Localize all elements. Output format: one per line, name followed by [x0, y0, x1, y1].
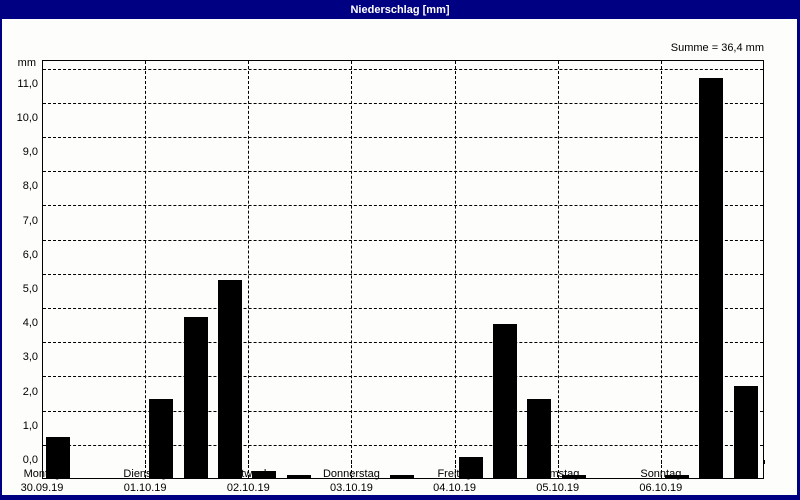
h-gridline [43, 410, 763, 412]
y-tick-label: 3,0 [22, 351, 38, 364]
precipitation-bar [664, 475, 689, 478]
h-gridline [43, 376, 763, 378]
precipitation-bar [46, 437, 70, 478]
h-gridline [43, 444, 763, 446]
weekday-label: Samstag [535, 468, 580, 480]
y-axis-unit-label: mm [17, 57, 36, 69]
h-gridline [43, 137, 763, 138]
x-tick [248, 460, 250, 464]
y-tick-label: 9,0 [22, 146, 38, 159]
date-label: 30.09.19 [20, 482, 64, 494]
day-divider-line [454, 61, 456, 478]
precipitation-bar [733, 386, 758, 478]
weekday-label: Montag [23, 468, 61, 480]
date-label: 03.10.19 [330, 482, 373, 494]
y-tick-label: 5,0 [22, 283, 38, 295]
precipitation-bar [252, 471, 277, 478]
h-gridline [43, 308, 763, 309]
x-tick [351, 460, 353, 464]
weekday-label: Sonntag [640, 468, 682, 480]
precipitation-bar [699, 78, 724, 478]
y-tick-label: 0,0 [22, 454, 38, 466]
precipitation-bar [492, 324, 517, 478]
h-gridline [43, 102, 763, 104]
date-label: 02.10.19 [226, 482, 270, 494]
y-tick-label: 6,0 [22, 248, 38, 261]
precipitation-bar [389, 475, 414, 478]
y-tick-label: 2,0 [22, 385, 38, 398]
day-divider-line [660, 61, 662, 478]
window-title: Niederschlag [mm] [350, 3, 450, 16]
sum-label: Summe = 36,4 mm [670, 42, 764, 54]
h-gridline [43, 342, 763, 344]
date-label: 01.10.19 [123, 482, 167, 494]
precipitation-bar [458, 457, 483, 478]
weekday-label: Mittwoch [226, 468, 270, 480]
date-label: 05.10.19 [536, 482, 580, 494]
date-label: 06.10.19 [639, 482, 683, 494]
plot-area [42, 60, 764, 479]
precipitation-bar [561, 475, 586, 478]
y-tick-label: 10,0 [16, 112, 38, 124]
y-tick-label: 11,0 [17, 77, 38, 90]
x-tick [145, 460, 147, 464]
day-divider-line [557, 61, 559, 478]
weekday-label: Dienstag [123, 468, 167, 480]
chart-background: Summe = 36,4 mm mm 0,0 1,0 2,0 3,0 4,0 5,0 6,0… [2, 19, 797, 495]
precipitation-bar [217, 280, 242, 478]
date-label: 04.10.19 [433, 482, 476, 494]
h-gridline [43, 273, 763, 275]
x-tick [42, 460, 43, 464]
day-divider-line [145, 61, 147, 478]
x-tick [557, 460, 559, 464]
h-gridline [43, 68, 763, 70]
h-gridline [43, 205, 763, 207]
y-tick-label: 4,0 [22, 317, 38, 330]
weekday-label: Donnerstag [322, 468, 380, 480]
h-gridline [43, 239, 763, 241]
day-divider-line [248, 61, 250, 478]
precipitation-bar [149, 399, 174, 478]
y-tick-label: 1,0 [22, 419, 38, 432]
x-tick [660, 460, 662, 464]
x-tick [764, 460, 765, 464]
h-gridline [43, 171, 763, 173]
weekday-label: Freitag [437, 468, 472, 480]
day-divider-line [351, 61, 353, 478]
x-tick [454, 460, 456, 464]
title-bar[interactable]: Niederschlag [mm] [0, 0, 800, 19]
y-tick-label: 7,0 [22, 214, 38, 227]
precipitation-bar [527, 399, 552, 478]
precipitation-bar [286, 475, 311, 478]
y-tick-label: 8,0 [22, 180, 38, 193]
precipitation-bar [183, 317, 208, 478]
